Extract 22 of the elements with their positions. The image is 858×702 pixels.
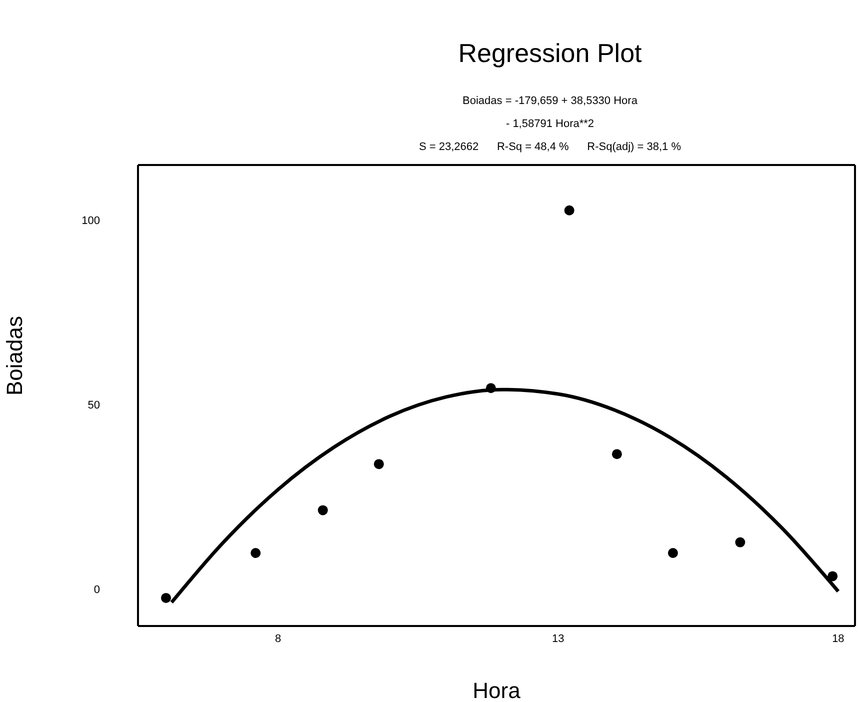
- y-tick-label: 50: [88, 400, 100, 412]
- x-tick-label: 18: [832, 632, 844, 645]
- x-tick-label: 8: [274, 632, 282, 645]
- y-axis-title: Boiadas: [2, 316, 27, 396]
- y-tick-label: 0: [94, 584, 100, 596]
- point: [668, 548, 678, 558]
- text: Boiadas = -179,659 + 38,5330 Hora: [462, 95, 638, 107]
- point: [374, 459, 384, 470]
- text: - 1,58791 Hora**2: [504, 118, 596, 130]
- point: [318, 505, 328, 516]
- text: S = 23,2662 R-Sq = 48,4 % R-Sq(adj) = 38,1 %: [418, 141, 682, 153]
- y-tick-label: 100: [82, 215, 100, 228]
- x-axis-title: Hora: [472, 678, 522, 702]
- x-tick-label: 13: [552, 632, 564, 645]
- point: [250, 548, 261, 558]
- point: [612, 449, 622, 460]
- point: [486, 383, 496, 394]
- point: [564, 205, 574, 216]
- point: [161, 592, 172, 603]
- point: [828, 571, 838, 582]
- chart-title: Regression Plot: [457, 38, 643, 69]
- point: [735, 537, 746, 548]
